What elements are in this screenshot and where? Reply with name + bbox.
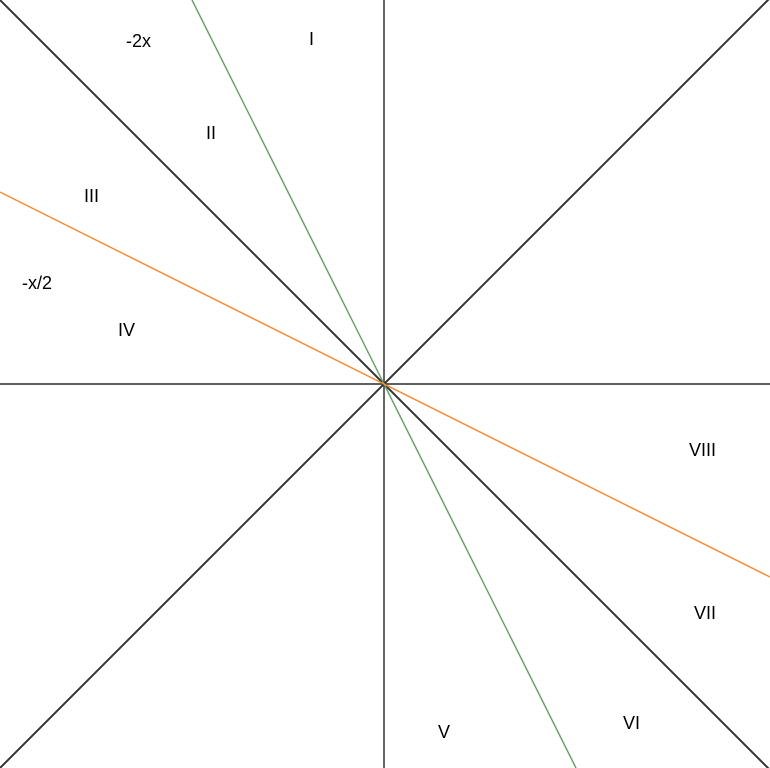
label-neg-2x: -2x: [126, 31, 151, 51]
region-label-ii: II: [206, 123, 216, 143]
line-neg-half-x: [0, 191, 770, 578]
region-label-viii: VIII: [689, 440, 716, 460]
region-label-v: V: [438, 722, 450, 742]
region-label-i: I: [309, 29, 314, 49]
region-label-iv: IV: [118, 320, 135, 340]
region-label-vi: VI: [623, 713, 640, 733]
region-label-iii: III: [84, 186, 99, 206]
label-neg-half-x: -x/2: [22, 273, 52, 293]
region-label-vii: VII: [694, 603, 716, 623]
